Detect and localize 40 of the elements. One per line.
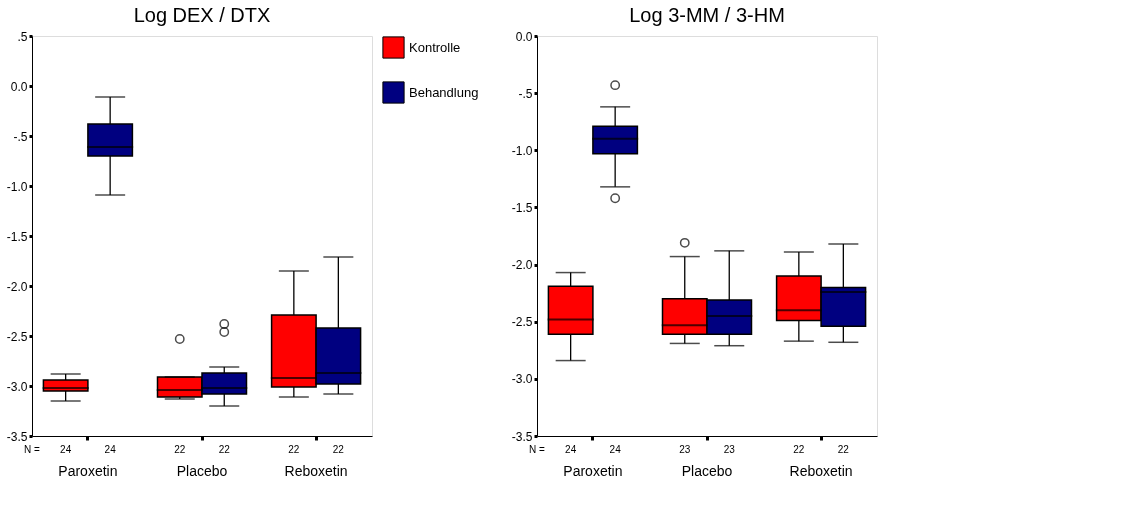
y-tick-label: -2.0 xyxy=(6,279,28,294)
text: 24 xyxy=(565,444,577,455)
x-tick-label: Paroxetin xyxy=(58,462,118,479)
legend-label: Kontrolle xyxy=(409,39,461,55)
y-tick-label: -.5 xyxy=(13,129,28,144)
y-tick-label: -1.5 xyxy=(511,200,533,215)
text: 22 xyxy=(288,444,300,455)
text: 23 xyxy=(723,444,736,455)
x-tick-label: Placebo xyxy=(176,462,228,479)
y-tick-label: -3.5 xyxy=(511,429,533,444)
y-tick-label: -2.5 xyxy=(6,329,28,344)
text: 22 xyxy=(793,444,805,455)
y-tick-label: 0.0 xyxy=(515,29,533,44)
chart-title: Log 3-MM / 3-HM xyxy=(629,4,785,26)
y-tick-label: -3.0 xyxy=(6,379,28,394)
legend-label: Behandlung xyxy=(409,84,479,100)
text: 22 xyxy=(218,444,231,455)
y-tick-label: -2.5 xyxy=(511,315,533,330)
text: 24 xyxy=(609,444,622,455)
y-tick-label: -1.0 xyxy=(511,143,533,158)
x-tick-label: Paroxetin xyxy=(563,462,623,479)
y-tick-label: -3.5 xyxy=(6,429,28,444)
y-tick-label: .5 xyxy=(17,29,28,44)
text: 22 xyxy=(174,444,186,455)
y-tick-label: -1.0 xyxy=(6,179,28,194)
x-tick-label: Reboxetin xyxy=(284,462,348,479)
y-tick-label: -1.5 xyxy=(6,229,28,244)
y-tick-label: -3.0 xyxy=(511,372,533,387)
text: 24 xyxy=(60,444,72,455)
text: 22 xyxy=(837,444,850,455)
y-tick-label: -2.0 xyxy=(511,258,533,273)
text: 22 xyxy=(332,444,345,455)
text: 24 xyxy=(104,444,117,455)
x-tick-label: Placebo xyxy=(681,462,733,479)
text: N = xyxy=(24,444,41,455)
x-tick-label: Reboxetin xyxy=(789,462,853,479)
y-tick-label: -.5 xyxy=(518,86,533,101)
chart-title: Log DEX / DTX xyxy=(133,4,271,26)
text: N = xyxy=(529,444,546,455)
text: 23 xyxy=(679,444,691,455)
